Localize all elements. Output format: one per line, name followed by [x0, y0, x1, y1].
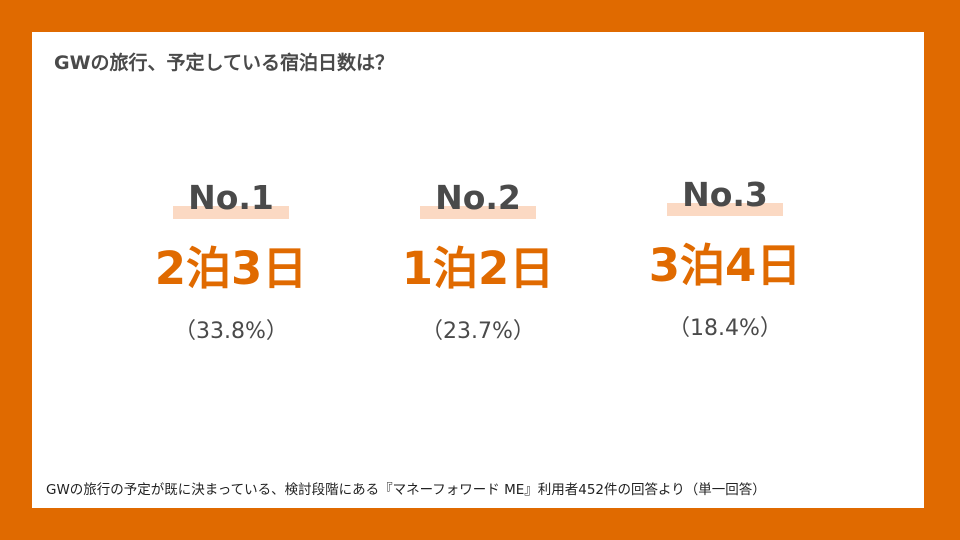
- percent-value: （33.8%）: [174, 319, 288, 344]
- nights-value: 1泊2日: [401, 242, 555, 295]
- rank-label-badge: No.3: [667, 172, 783, 218]
- percent-value: （23.7%）: [421, 319, 535, 344]
- rank-label: No.1: [188, 178, 274, 217]
- nights-value: 2泊3日: [154, 242, 308, 295]
- rank-highlight-bar: [420, 206, 536, 219]
- rank-highlight-bar: [667, 203, 783, 216]
- ranking-item-2: No.2 1泊2日 （23.7%）: [358, 175, 598, 345]
- nights-value: 3泊4日: [648, 239, 802, 292]
- percent-value: （18.4%）: [668, 316, 782, 341]
- ranking-item-1: No.1 2泊3日 （33.8%）: [111, 175, 351, 345]
- rank-label: No.3: [682, 175, 768, 214]
- rank-label: No.2: [435, 178, 521, 217]
- slide-title: GWの旅行、予定している宿泊日数は？: [54, 52, 394, 74]
- rank-label-badge: No.1: [173, 175, 289, 221]
- slide-card: GWの旅行、予定している宿泊日数は？ No.1 2泊3日 （33.8%） No.…: [32, 32, 924, 508]
- rank-label-badge: No.2: [420, 175, 536, 221]
- rank-highlight-bar: [173, 206, 289, 219]
- source-footnote: GWの旅行の予定が既に決まっている、検討段階にある『マネーフォワード ME』利用…: [46, 482, 766, 498]
- ranking-item-3: No.3 3泊4日 （18.4%）: [605, 172, 845, 342]
